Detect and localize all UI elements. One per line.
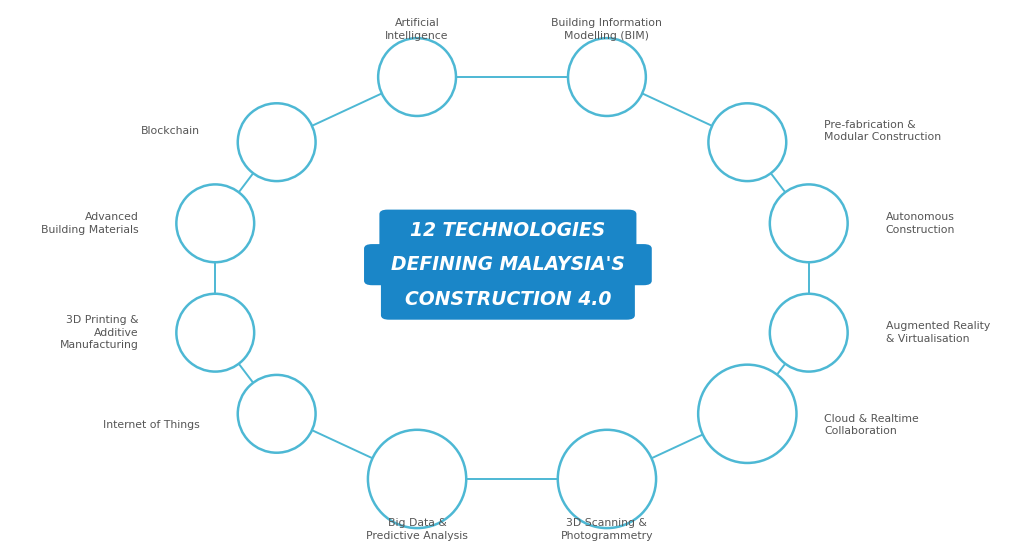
Ellipse shape — [568, 38, 646, 116]
Text: Blockchain: Blockchain — [141, 126, 200, 136]
Ellipse shape — [709, 103, 786, 181]
Text: DEFINING MALAYSIA'S: DEFINING MALAYSIA'S — [391, 255, 625, 274]
Ellipse shape — [770, 185, 848, 262]
FancyBboxPatch shape — [379, 210, 636, 251]
Text: Building Information
Modelling (BIM): Building Information Modelling (BIM) — [552, 18, 663, 41]
Text: 12 TECHNOLOGIES: 12 TECHNOLOGIES — [411, 221, 605, 240]
Ellipse shape — [558, 430, 656, 528]
Text: Cloud & Realtime
Collaboration: Cloud & Realtime Collaboration — [824, 414, 919, 436]
Text: Autonomous
Construction: Autonomous Construction — [886, 212, 955, 235]
Text: 3D Scanning &
Photogrammetry: 3D Scanning & Photogrammetry — [561, 518, 653, 540]
Ellipse shape — [770, 294, 848, 371]
Ellipse shape — [368, 430, 466, 528]
Ellipse shape — [176, 294, 254, 371]
Ellipse shape — [698, 365, 797, 463]
Text: Pre-fabrication &
Modular Construction: Pre-fabrication & Modular Construction — [824, 120, 941, 142]
Text: Internet of Things: Internet of Things — [103, 420, 200, 430]
Text: Advanced
Building Materials: Advanced Building Materials — [41, 212, 138, 235]
Ellipse shape — [238, 375, 315, 453]
Ellipse shape — [176, 185, 254, 262]
Text: Big Data &
Predictive Analysis: Big Data & Predictive Analysis — [367, 518, 468, 540]
Text: Artificial
Intelligence: Artificial Intelligence — [385, 18, 449, 41]
Text: Augmented Reality
& Virtualisation: Augmented Reality & Virtualisation — [886, 321, 990, 344]
Ellipse shape — [378, 38, 456, 116]
FancyBboxPatch shape — [365, 244, 652, 285]
FancyBboxPatch shape — [381, 279, 635, 320]
Text: 3D Printing &
Additive
Manufacturing: 3D Printing & Additive Manufacturing — [59, 315, 138, 350]
Text: CONSTRUCTION 4.0: CONSTRUCTION 4.0 — [404, 290, 611, 309]
Ellipse shape — [238, 103, 315, 181]
